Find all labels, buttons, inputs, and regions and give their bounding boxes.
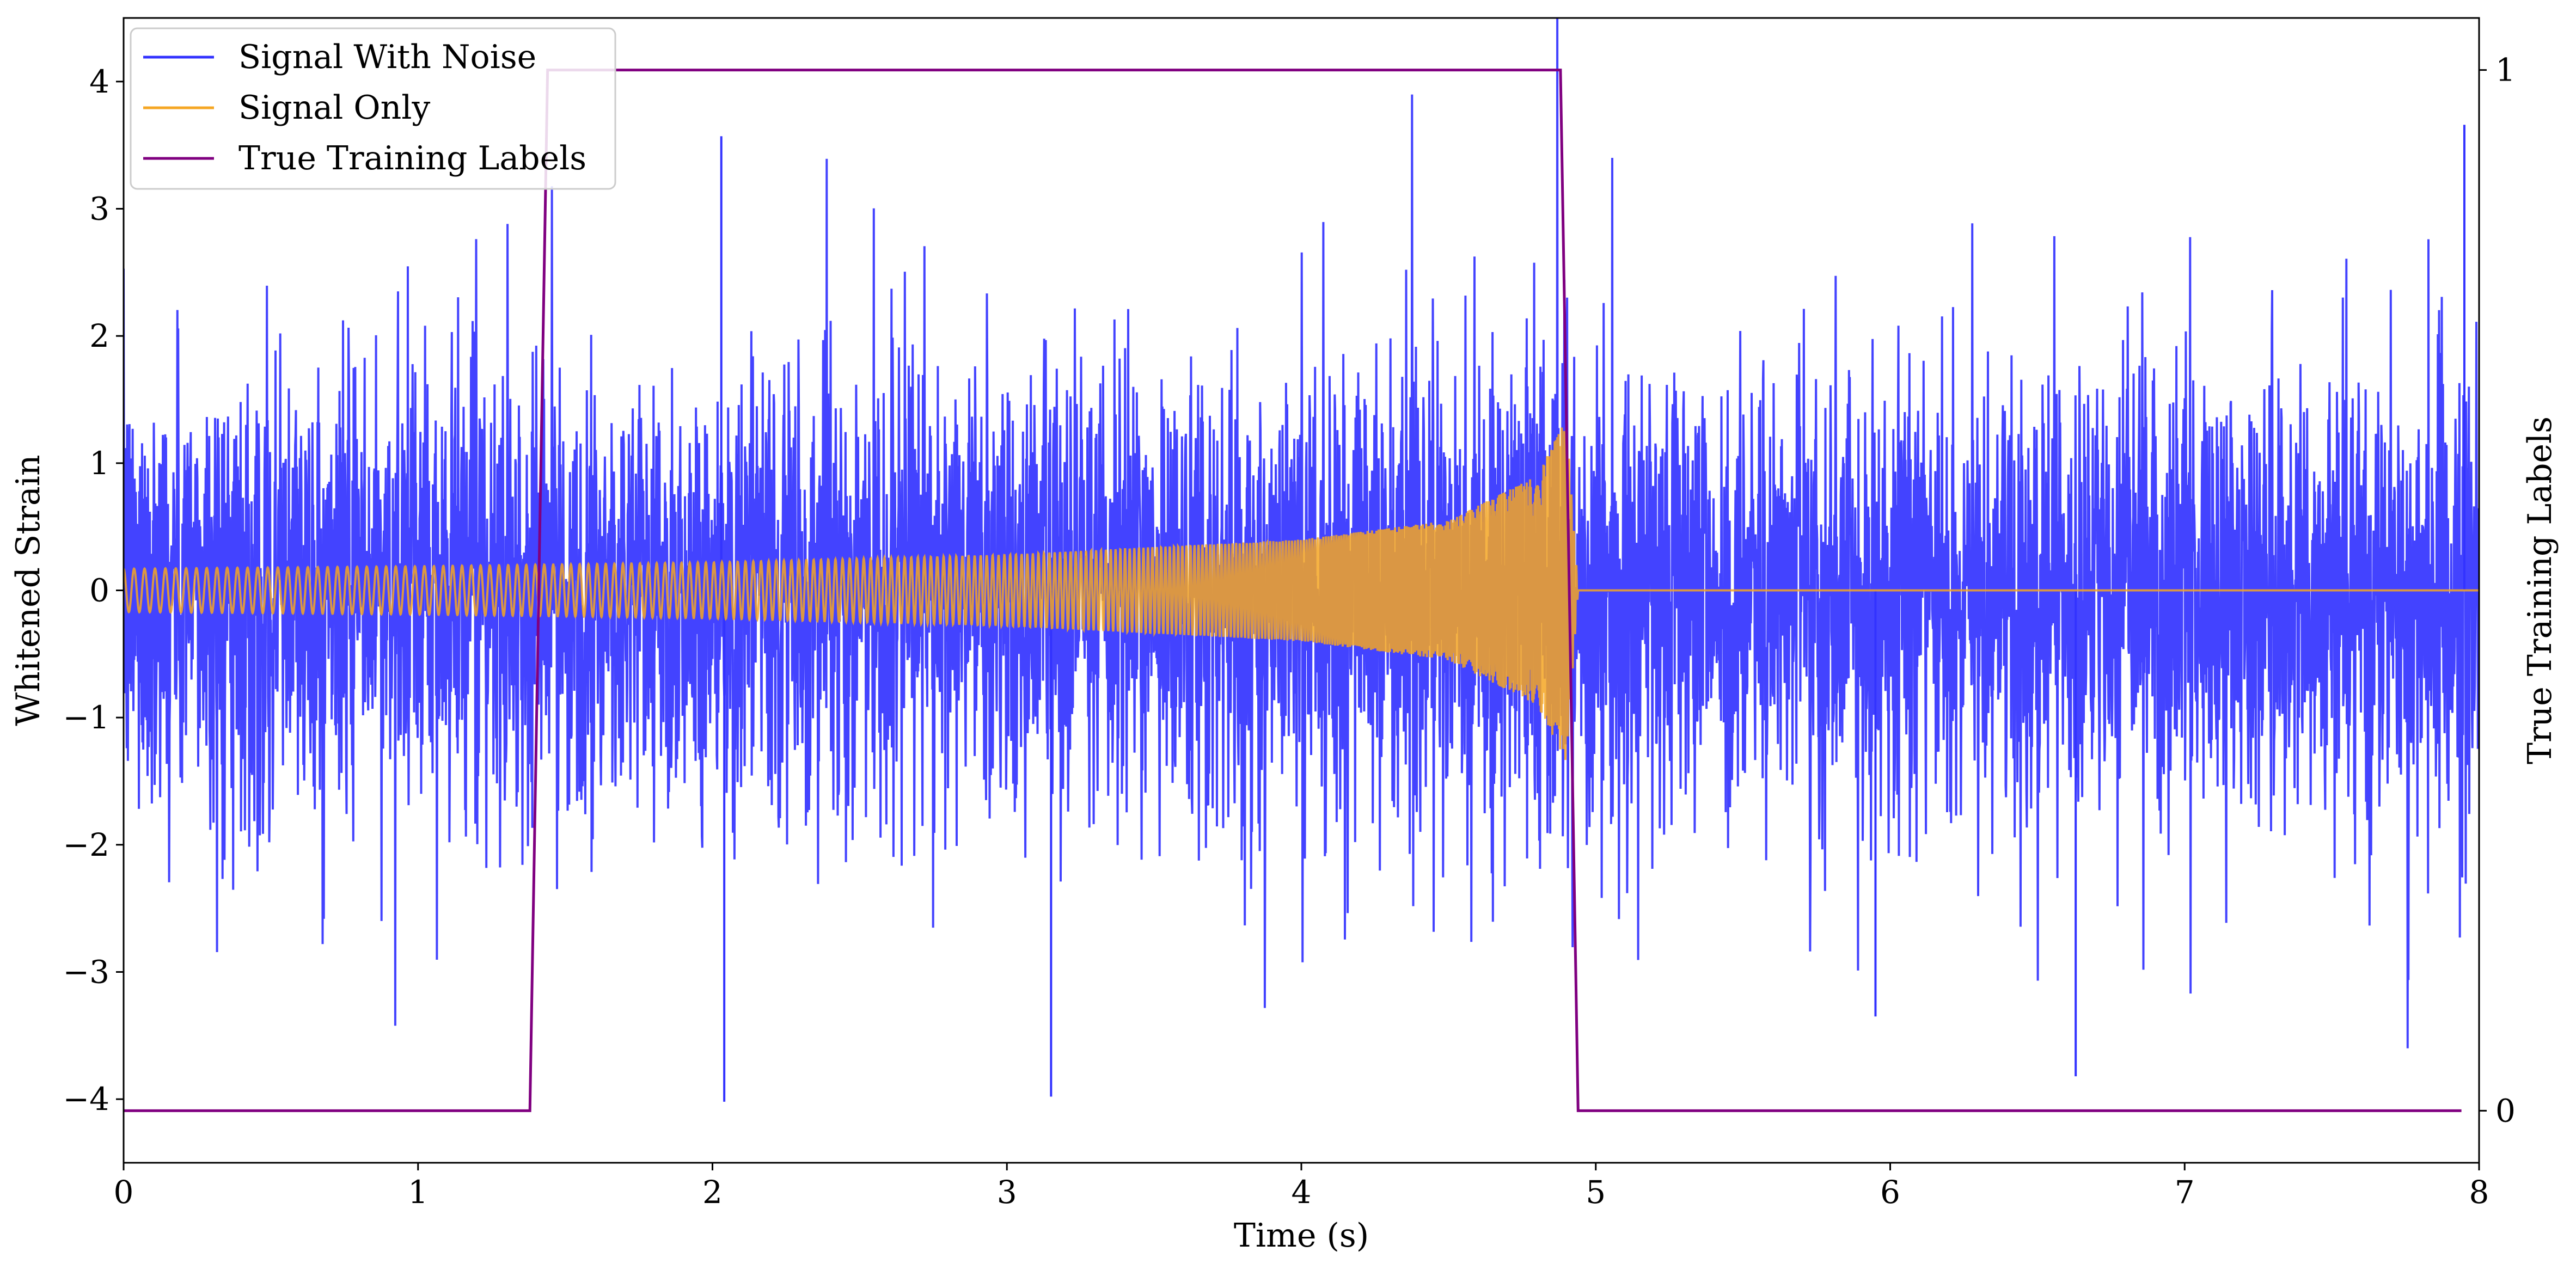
x-tick-label: 4	[1292, 1174, 1312, 1211]
y-tick-label: 3	[89, 191, 109, 228]
legend-label: Signal With Noise	[238, 38, 536, 76]
true-training-labels-line	[124, 69, 2462, 1112]
legend-label: True Training Labels	[238, 139, 586, 177]
y-tick-label: 2	[89, 317, 109, 354]
x-tick-label: 3	[997, 1174, 1017, 1211]
true-training-labels-series	[124, 69, 2462, 1112]
y-axis-label: Whitened Strain	[9, 455, 47, 726]
y-tick-label: 0	[89, 572, 109, 609]
signal-only-line	[124, 427, 2479, 760]
y-axis-ticks: −4 −3 −2 −1 0 1 2 3 4	[63, 63, 124, 1118]
legend-box	[130, 27, 616, 190]
x-tick-label: 8	[2469, 1174, 2489, 1211]
x-axis-ticks: 0 1 2 3 4 5 6 7 8	[114, 1163, 2489, 1211]
y-tick-label: −3	[63, 954, 110, 991]
x-tick-label: 1	[408, 1174, 428, 1211]
y-tick-label: 4	[89, 63, 109, 100]
x-axis-label: Time (s)	[1234, 1217, 1369, 1255]
y2-axis-label: True Training Labels	[2521, 416, 2559, 764]
y2-tick-label: 1	[2495, 52, 2516, 89]
y2-tick-label: 0	[2495, 1092, 2516, 1129]
y-tick-label: −1	[63, 699, 110, 736]
x-tick-label: 7	[2175, 1174, 2195, 1211]
x-tick-label: 6	[1880, 1174, 1900, 1211]
x-tick-label: 2	[702, 1174, 723, 1211]
legend-label: Signal Only	[238, 89, 430, 127]
legend: Signal With Noise Signal Only True Trainin…	[130, 27, 616, 190]
y2-axis-ticks: 01	[2479, 52, 2516, 1129]
y-tick-label: −2	[63, 826, 110, 863]
x-tick-label: 0	[114, 1174, 134, 1211]
y-tick-label: −4	[63, 1081, 110, 1118]
x-tick-label: 5	[1586, 1174, 1606, 1211]
signal-only-series	[124, 427, 2479, 760]
y-tick-label: 1	[89, 445, 109, 482]
